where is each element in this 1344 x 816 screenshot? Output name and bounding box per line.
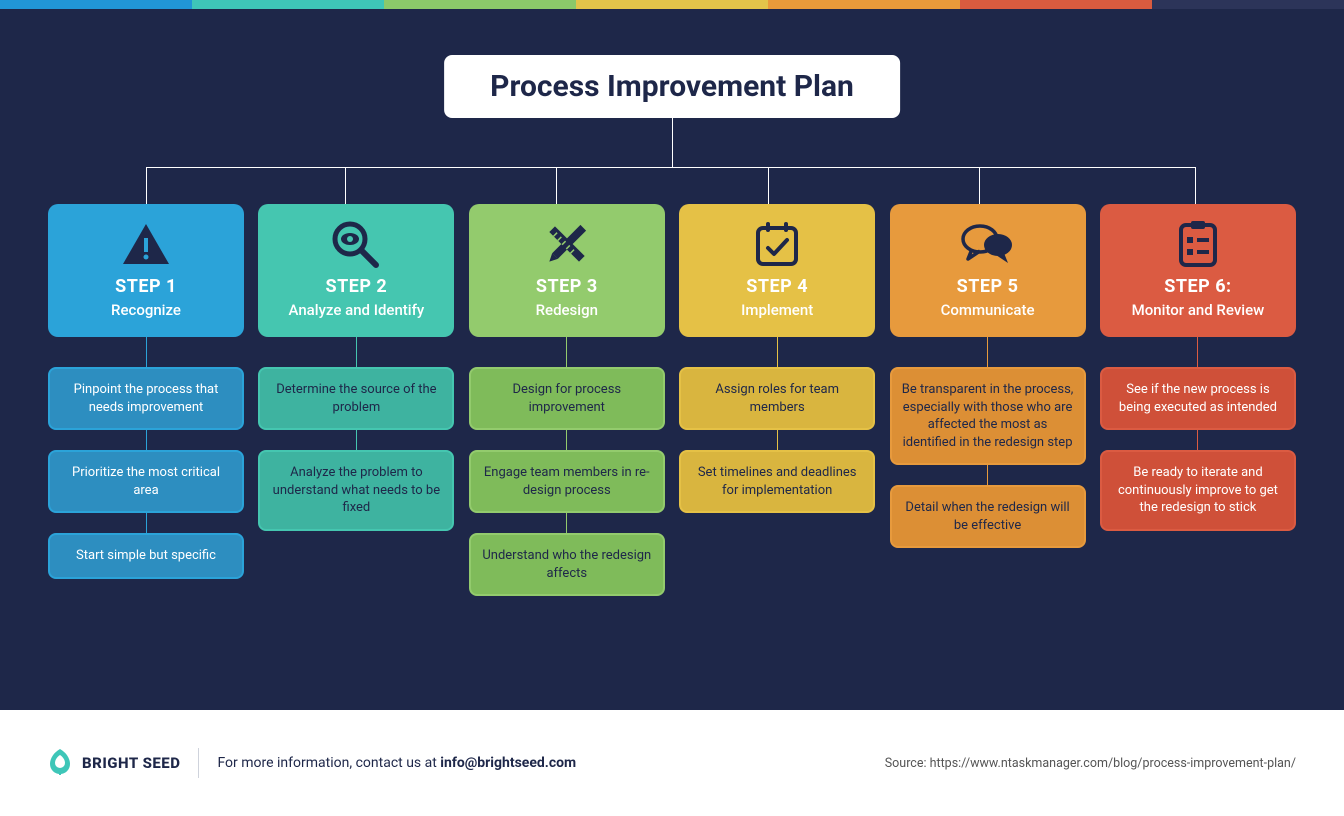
step-detail-card: Pinpoint the process that needs improvem… xyxy=(48,367,244,430)
step-column: STEP 6: Monitor and Review See if the new … xyxy=(1100,204,1296,596)
step-detail-card: Engage team members in re-design process xyxy=(469,450,665,513)
step-card: STEP 3 Redesign xyxy=(469,204,665,337)
step-subtitle: Recognize xyxy=(58,301,234,319)
stripe-seg xyxy=(0,0,192,9)
step-label: STEP 5 xyxy=(900,276,1076,297)
step-card: STEP 5 Communicate xyxy=(890,204,1086,337)
stripe-seg xyxy=(768,0,960,9)
page-title: Process Improvement Plan xyxy=(444,55,900,118)
connector-line xyxy=(556,167,557,204)
connector-line xyxy=(1197,337,1198,367)
footer-contact-email: info@brightseed.com xyxy=(440,755,576,771)
top-stripe xyxy=(0,0,1344,9)
connector-line xyxy=(777,430,778,450)
step-column: STEP 2 Analyze and Identify Determine the … xyxy=(258,204,454,596)
steps-row: STEP 1 Recognize Pinpoint the process that… xyxy=(0,204,1344,596)
brand-logo-icon xyxy=(48,749,72,777)
connector-line xyxy=(345,167,346,204)
connector-line xyxy=(146,337,147,367)
connector-line xyxy=(146,430,147,450)
connector-line xyxy=(566,513,567,533)
clipboard-icon xyxy=(1110,218,1286,270)
footer-source: Source: https://www.ntaskmanager.com/blo… xyxy=(885,756,1296,771)
step-detail-card: Prioritize the most critical area xyxy=(48,450,244,513)
step-detail-card: Set timelines and deadlines for implemen… xyxy=(679,450,875,513)
step-label: STEP 4 xyxy=(689,276,865,297)
step-detail-card: Detail when the redesign will be effecti… xyxy=(890,485,1086,548)
stripe-seg xyxy=(192,0,384,9)
stripe-seg xyxy=(1152,0,1344,9)
step-label: STEP 2 xyxy=(268,276,444,297)
step-subtitle: Redesign xyxy=(479,301,655,319)
connector-line xyxy=(987,337,988,367)
step-label: STEP 3 xyxy=(479,276,655,297)
main-canvas: Process Improvement Plan STEP 1 Recognize… xyxy=(0,9,1344,710)
step-detail-card: Analyze the problem to understand what n… xyxy=(258,450,454,531)
step-detail-card: Determine the source of the problem xyxy=(258,367,454,430)
step-card: STEP 4 Implement xyxy=(679,204,875,337)
step-column: STEP 4 Implement Assign roles for team mem… xyxy=(679,204,875,596)
step-subtitle: Communicate xyxy=(900,301,1076,319)
step-detail-card: Understand who the redesign affects xyxy=(469,533,665,596)
connector-line xyxy=(146,167,147,204)
speech-bubbles-icon xyxy=(900,218,1076,270)
pencil-ruler-icon xyxy=(479,218,655,270)
connector-line xyxy=(566,337,567,367)
step-subtitle: Analyze and Identify xyxy=(268,301,444,319)
step-label: STEP 6: xyxy=(1110,276,1286,297)
footer-left: BRIGHT SEED For more information, contac… xyxy=(48,748,576,778)
divider xyxy=(198,748,199,778)
footer-contact-prefix: For more information, contact us at xyxy=(217,755,440,771)
connector-line xyxy=(672,115,673,167)
calendar-check-icon xyxy=(689,218,865,270)
connector-line xyxy=(146,513,147,533)
step-card: STEP 2 Analyze and Identify xyxy=(258,204,454,337)
connector-line xyxy=(979,167,980,204)
step-subtitle: Monitor and Review xyxy=(1110,301,1286,319)
connector-line xyxy=(566,430,567,450)
connector-line xyxy=(356,337,357,367)
step-detail-card: Be transparent in the process, especiall… xyxy=(890,367,1086,465)
step-detail-card: See if the new process is being executed… xyxy=(1100,367,1296,430)
magnify-eye-icon xyxy=(268,218,444,270)
stripe-seg xyxy=(576,0,768,9)
connector-line xyxy=(356,430,357,450)
step-subtitle: Implement xyxy=(689,301,865,319)
stripe-seg xyxy=(960,0,1152,9)
step-card: STEP 1 Recognize xyxy=(48,204,244,337)
connector-line xyxy=(1197,430,1198,450)
step-detail-card: Be ready to iterate and continuously imp… xyxy=(1100,450,1296,531)
step-detail-card: Start simple but specific xyxy=(48,533,244,579)
connector-line xyxy=(1195,167,1196,204)
stripe-seg xyxy=(384,0,576,9)
step-label: STEP 1 xyxy=(58,276,234,297)
step-card: STEP 6: Monitor and Review xyxy=(1100,204,1296,337)
warning-triangle-icon xyxy=(58,218,234,270)
connector-line xyxy=(768,167,769,204)
footer: BRIGHT SEED For more information, contac… xyxy=(0,710,1344,816)
connector-line xyxy=(987,465,988,485)
connector-line xyxy=(777,337,778,367)
step-column: STEP 3 Redesign Design for process improve… xyxy=(469,204,665,596)
brand-name: BRIGHT SEED xyxy=(82,754,180,772)
footer-contact: For more information, contact us at info… xyxy=(217,755,576,771)
step-column: STEP 5 Communicate Be transparent in the p… xyxy=(890,204,1086,596)
step-detail-card: Assign roles for team members xyxy=(679,367,875,430)
step-column: STEP 1 Recognize Pinpoint the process that… xyxy=(48,204,244,596)
step-detail-card: Design for process improvement xyxy=(469,367,665,430)
connector-line xyxy=(146,167,1195,168)
brand: BRIGHT SEED xyxy=(48,749,180,777)
